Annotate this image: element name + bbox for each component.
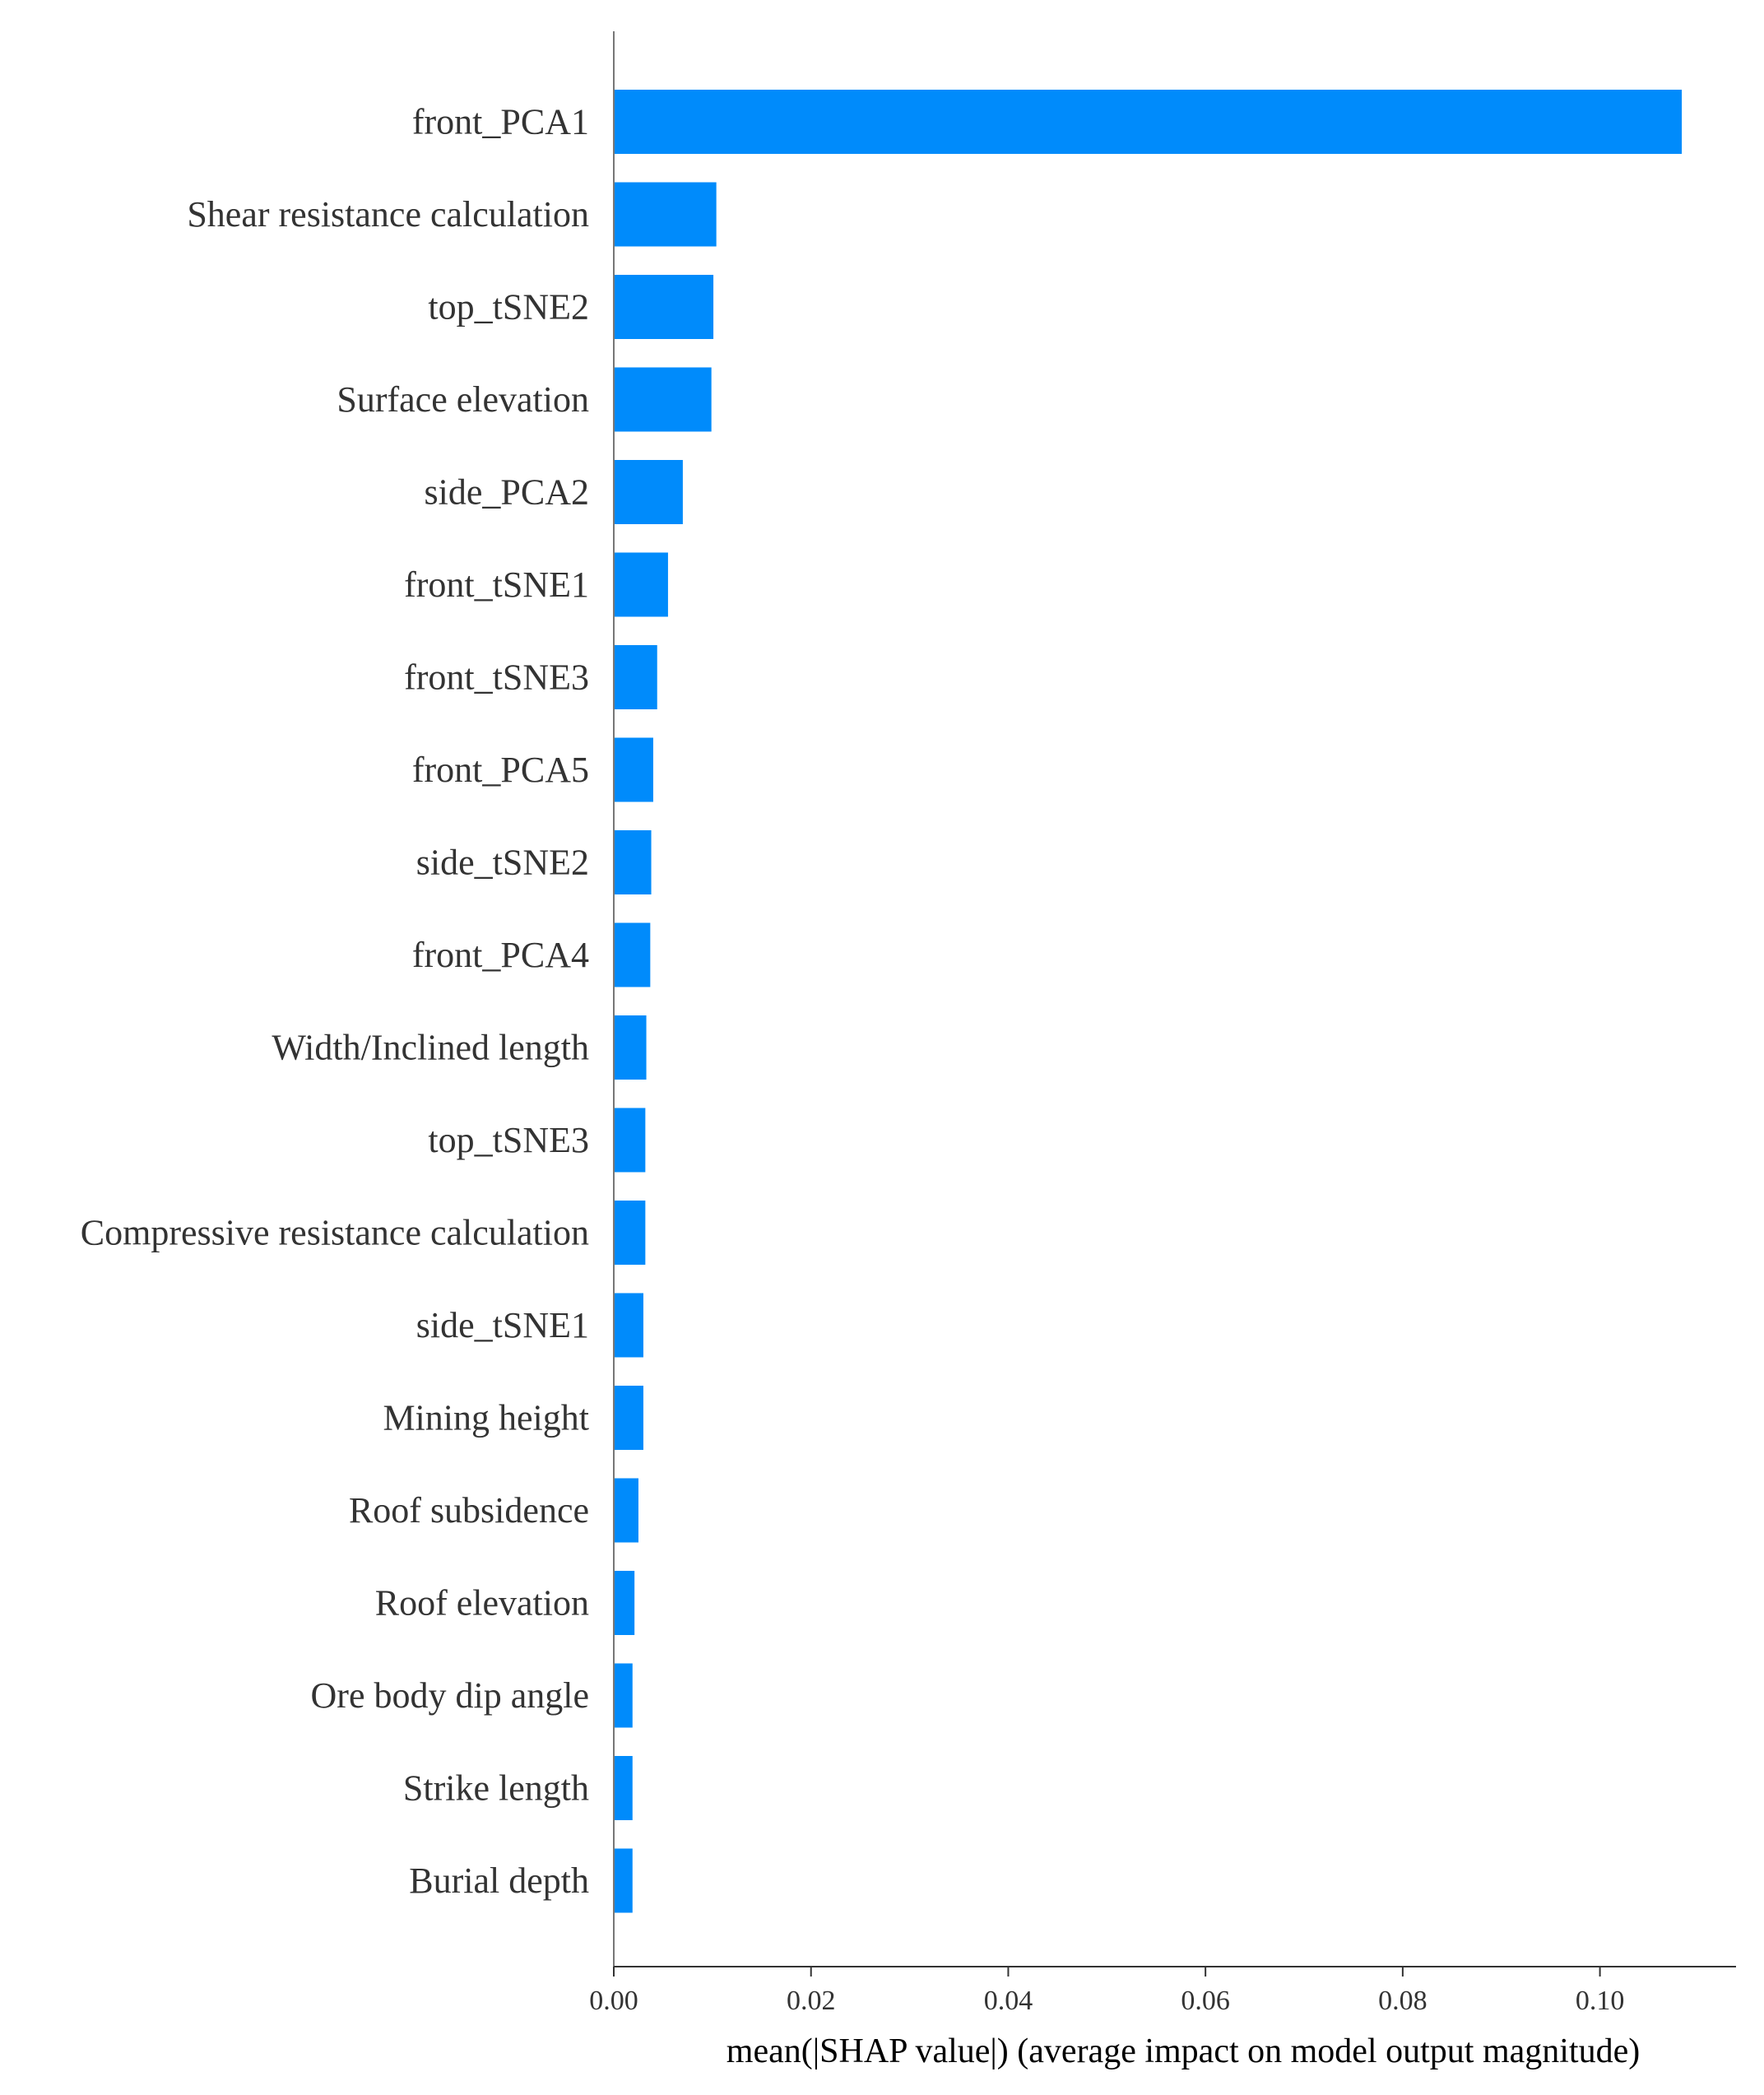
x-axis-title: mean(|SHAP value|) (average impact on mo… bbox=[726, 2032, 1640, 2070]
category-label-2: top_tSNE2 bbox=[428, 287, 589, 327]
category-label-1: Shear resistance calculation bbox=[187, 194, 589, 235]
category-label-3: Surface elevation bbox=[337, 379, 589, 420]
bar-16 bbox=[614, 1571, 635, 1635]
category-label-17: Ore body dip angle bbox=[311, 1675, 589, 1716]
category-label-8: side_tSNE2 bbox=[416, 843, 589, 883]
x-ticks-layer: 0.00 0.02 0.04 0.06 0.08 0.10 bbox=[589, 1967, 1624, 2016]
category-label-18: Strike length bbox=[403, 1768, 589, 1809]
bar-11 bbox=[614, 1108, 646, 1173]
bar-9 bbox=[614, 922, 651, 987]
category-label-5: front_tSNE1 bbox=[404, 564, 589, 605]
bar-8 bbox=[614, 830, 652, 894]
category-label-16: Roof elevation bbox=[375, 1583, 589, 1624]
category-label-9: front_PCA4 bbox=[412, 935, 589, 975]
bar-13 bbox=[614, 1293, 643, 1358]
bar-17 bbox=[614, 1663, 633, 1728]
bar-6 bbox=[614, 645, 657, 709]
bar-4 bbox=[614, 460, 683, 524]
bar-14 bbox=[614, 1386, 643, 1450]
bar-12 bbox=[614, 1201, 646, 1265]
x-tick-label-3: 0.06 bbox=[1181, 1986, 1230, 2016]
category-label-0: front_PCA1 bbox=[412, 102, 589, 142]
category-label-12: Compressive resistance calculation bbox=[81, 1213, 589, 1253]
category-label-4: side_PCA2 bbox=[425, 472, 589, 513]
bar-2 bbox=[614, 275, 714, 339]
bar-3 bbox=[614, 367, 712, 432]
category-label-6: front_tSNE3 bbox=[404, 657, 589, 698]
x-tick-label-5: 0.10 bbox=[1576, 1986, 1625, 2016]
category-label-15: Roof subsidence bbox=[349, 1490, 589, 1531]
category-label-19: Burial depth bbox=[409, 1860, 589, 1901]
bar-5 bbox=[614, 552, 668, 617]
category-label-11: top_tSNE3 bbox=[428, 1120, 589, 1160]
bar-0 bbox=[614, 90, 1683, 154]
category-label-13: side_tSNE1 bbox=[416, 1305, 589, 1345]
category-label-7: front_PCA5 bbox=[412, 750, 589, 790]
bar-18 bbox=[614, 1756, 633, 1820]
bar-1 bbox=[614, 182, 717, 247]
x-tick-label-2: 0.04 bbox=[984, 1986, 1033, 2016]
bar-15 bbox=[614, 1478, 638, 1543]
x-tick-label-0: 0.00 bbox=[589, 1986, 638, 2016]
category-label-10: Width/Inclined length bbox=[272, 1028, 589, 1068]
bars-layer bbox=[614, 90, 1683, 1913]
category-labels-layer: front_PCA1 Shear resistance calculation to… bbox=[81, 102, 589, 1902]
x-tick-label-4: 0.08 bbox=[1378, 1986, 1427, 2016]
category-label-14: Mining height bbox=[383, 1398, 589, 1438]
bar-19 bbox=[614, 1848, 633, 1913]
bar-10 bbox=[614, 1015, 647, 1080]
bar-7 bbox=[614, 737, 653, 802]
x-tick-label-1: 0.02 bbox=[787, 1986, 836, 2016]
